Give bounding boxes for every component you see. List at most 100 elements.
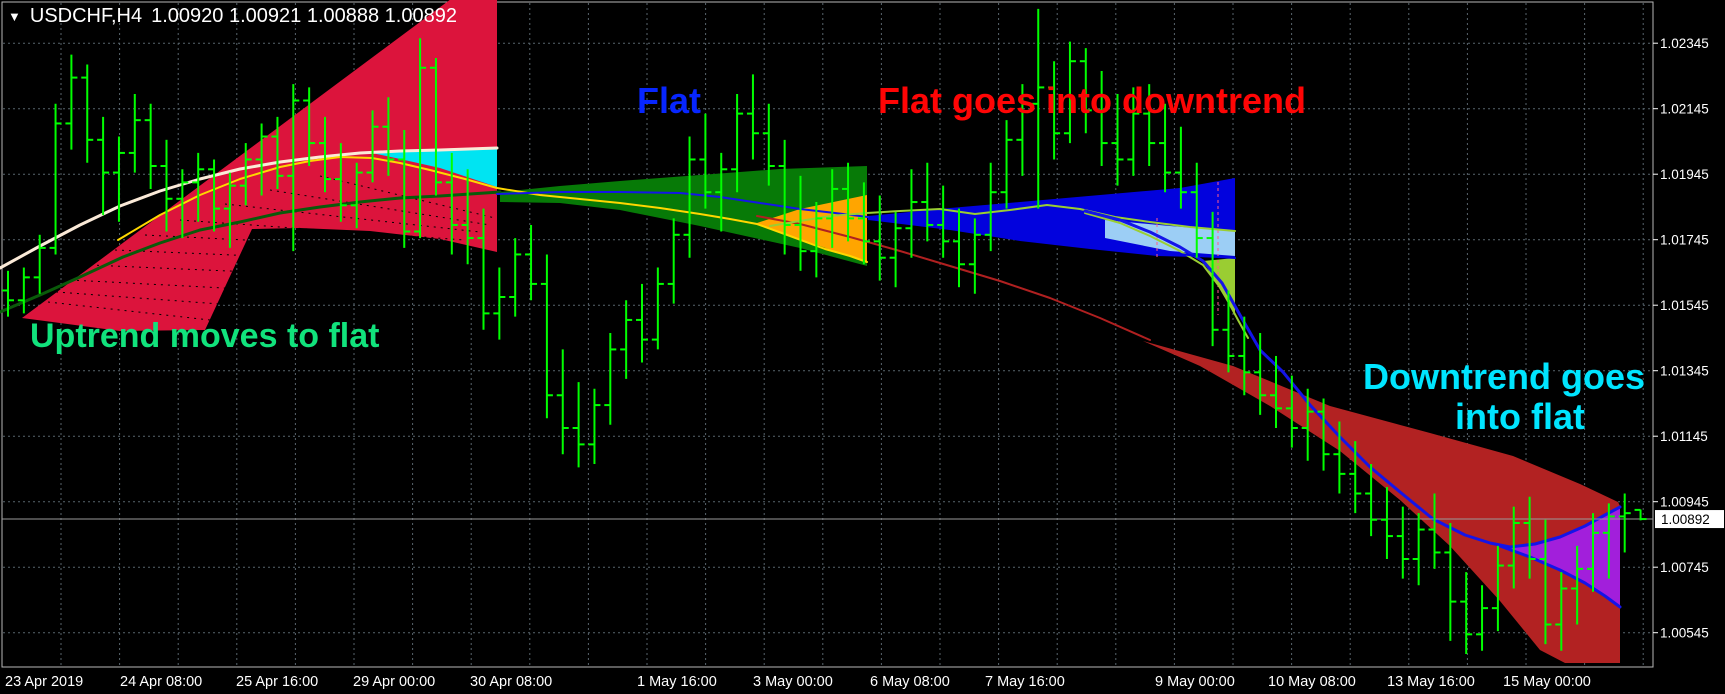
ohlc-bar <box>303 87 316 167</box>
ohlc-bar <box>1000 120 1013 209</box>
ohlc-quote-label: 1.00920 1.00921 1.00888 1.00892 <box>151 5 457 27</box>
chart-title: ▼ USDCHF,H4 1.00920 1.00921 1.00888 1.00… <box>8 5 457 28</box>
ohlc-bar <box>1095 71 1108 167</box>
ohlc-bar <box>1333 421 1346 494</box>
ohlc-bar <box>525 224 538 301</box>
ohlc-bar <box>1317 398 1330 471</box>
ohlc-bar <box>1349 441 1362 514</box>
ma-blue-slow <box>496 191 869 218</box>
ohlc-bar <box>398 129 411 248</box>
label-downtrend-to-flat-line1: Downtrend goes <box>1363 356 1645 397</box>
ohlc-bar <box>968 218 981 294</box>
ohlc-bar <box>334 143 347 222</box>
ohlc-bar <box>572 382 585 468</box>
y-axis-label: 1.01545 <box>1660 298 1709 313</box>
downtrend-fan-firebrick <box>1143 341 1620 663</box>
ohlc-bar <box>17 267 30 314</box>
x-axis-label: 7 May 16:00 <box>985 674 1065 690</box>
ma-yellow <box>117 156 868 263</box>
y-axis-label: 1.02145 <box>1660 102 1709 117</box>
ohlc-bar <box>636 283 648 363</box>
ohlc-bar <box>1539 519 1552 645</box>
ohlc-bar <box>1174 126 1187 209</box>
ohlc-bar <box>366 110 379 183</box>
ohlc-bar <box>715 152 728 232</box>
ohlc-bar <box>1159 103 1172 193</box>
ohlc-bar <box>208 159 221 232</box>
ohlc-bar <box>1063 41 1076 144</box>
ohlc-bar <box>2 270 14 317</box>
x-axis-label: 15 May 00:00 <box>1503 674 1591 690</box>
y-axis-label: 1.00745 <box>1660 560 1709 575</box>
label-flat-to-downtrend: Flat goes into downtrend <box>878 80 1306 121</box>
ohlc-bar <box>1127 87 1140 176</box>
ohlc-bar <box>731 93 744 193</box>
ohlc-bar <box>1491 545 1504 632</box>
ohlc-bar <box>540 254 553 419</box>
ohlc-bar <box>1222 290 1235 373</box>
x-axis-label: 1 May 16:00 <box>637 674 717 690</box>
ohlc-bar <box>239 143 252 206</box>
ohlc-bar <box>461 169 474 265</box>
ohlc-bar <box>1507 506 1520 589</box>
ohlc-bar <box>97 116 110 216</box>
ohlc-bar <box>826 169 839 248</box>
x-axis-label: 24 Apr 08:00 <box>120 674 202 690</box>
ma-cream <box>0 146 499 270</box>
x-axis-label: 3 May 00:00 <box>753 674 833 690</box>
ohlc-bar <box>1523 496 1536 579</box>
ohlc-bar <box>1254 333 1267 415</box>
ohlc-bar <box>905 169 918 258</box>
ohlc-bar <box>1396 506 1409 579</box>
label-flat: Flat <box>637 80 701 121</box>
ohlc-bar <box>921 162 934 242</box>
grid <box>3 3 1652 666</box>
downtrend-purple-wedge <box>1505 508 1620 607</box>
ohlc-bar <box>1270 355 1282 429</box>
ohlc-bar <box>667 218 680 304</box>
ohlc-bar <box>794 175 807 271</box>
ohlc-bar <box>699 113 712 209</box>
ohlc-bar <box>588 388 601 465</box>
ohlc-bar <box>937 185 950 258</box>
bid-price-tag-value: 1.00892 <box>1661 512 1710 527</box>
ohlc-bar <box>1602 503 1615 579</box>
ohlc-bar <box>1143 84 1156 167</box>
y-axis-label: 1.01145 <box>1660 429 1708 444</box>
ohlc-bar <box>350 162 363 229</box>
x-axis-label: 9 May 00:00 <box>1155 674 1235 690</box>
ohlc-bar <box>192 152 205 222</box>
symbol-period-label: USDCHF,H4 <box>29 5 143 27</box>
x-axis-label: 29 Apr 00:00 <box>353 674 435 690</box>
ma-darkgreen <box>0 190 502 314</box>
y-axis-label: 1.01945 <box>1660 167 1709 182</box>
ohlc-bar <box>382 97 395 176</box>
ohlc-bar <box>33 234 46 294</box>
ohlc-bar <box>1428 493 1441 569</box>
ohlc-bar <box>620 300 633 379</box>
ma-yellowgreen <box>769 204 1236 232</box>
ohlc-bar <box>128 93 141 173</box>
ohlc-bar <box>651 267 664 350</box>
ohlc-bar <box>857 182 870 265</box>
ohlc-bar <box>414 38 427 239</box>
ohlc-bar <box>1016 84 1029 176</box>
ohlc-bar <box>1285 375 1298 448</box>
ohlc-bar <box>810 202 823 278</box>
ohlc-bar <box>429 57 442 196</box>
ohlc-bar <box>271 116 284 189</box>
ohlc-bar <box>1111 93 1124 186</box>
ohlc-bar <box>1079 48 1092 134</box>
y-axis-label: 1.01745 <box>1660 233 1709 248</box>
symbol-dropdown-icon[interactable]: ▼ <box>8 8 21 24</box>
ohlc-bar <box>176 169 189 239</box>
ohlc-bar <box>889 211 902 288</box>
ohlc-bar <box>477 208 490 330</box>
ohlc-bar <box>493 267 506 340</box>
ohlc-bars <box>2 8 1647 654</box>
ma-yellowgreen-dive <box>1084 212 1249 339</box>
ohlc-bar <box>1476 585 1489 651</box>
flat-orange-wedge <box>757 195 867 263</box>
